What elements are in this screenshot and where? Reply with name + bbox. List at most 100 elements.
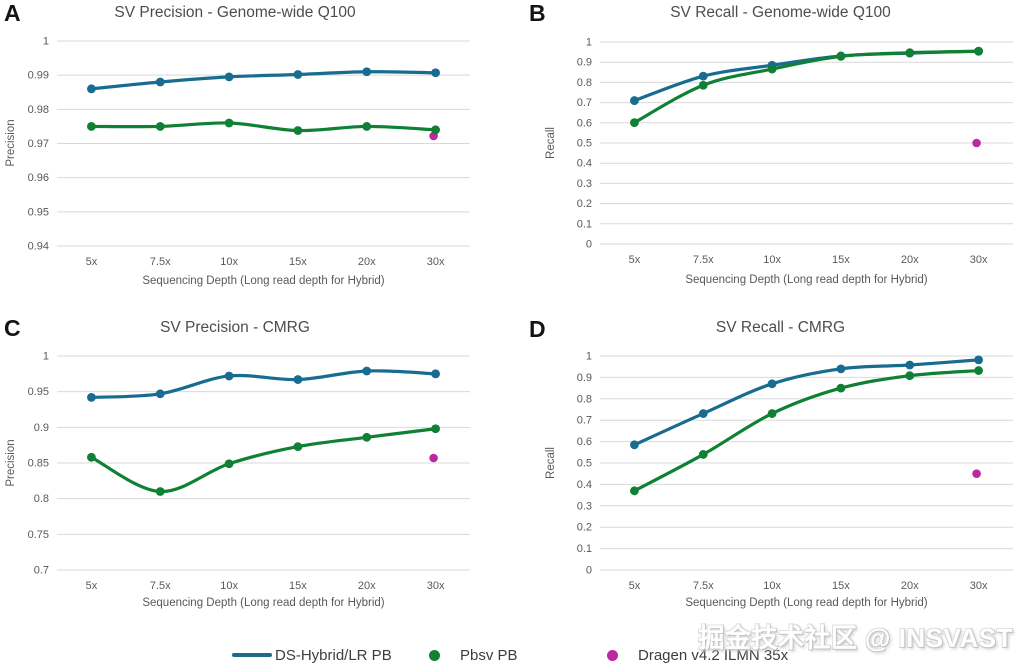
x-tick-label: 5x (629, 254, 641, 266)
x-tick-label: 7.5x (150, 256, 171, 268)
y-tick-label: 1 (43, 36, 49, 48)
series-point-ds-hybrid (155, 77, 165, 87)
y-tick-label: 0.9 (577, 372, 592, 384)
series-point-ds-hybrid (293, 70, 303, 79)
y-tick-label: 0.97 (28, 138, 49, 150)
panel-letter: C (4, 315, 21, 341)
y-tick-label: 0.6 (577, 436, 592, 448)
series-line-pbsv (89, 427, 438, 494)
series-point-pbsv (362, 122, 372, 131)
y-tick-label: 0.99 (28, 70, 49, 82)
series-line-ds-hybrid (632, 358, 981, 447)
x-tick-label: 10x (220, 256, 238, 268)
series-point-pbsv (905, 371, 915, 381)
x-tick-label: 20x (901, 254, 919, 266)
series-point-pbsv (836, 51, 846, 61)
x-tick-label: 10x (763, 580, 781, 592)
y-tick-label: 0.4 (577, 158, 592, 170)
x-tick-label: 20x (358, 580, 376, 592)
x-tick-label: 10x (763, 254, 781, 266)
y-tick-label: 0 (586, 239, 592, 251)
series-line-pbsv (89, 121, 438, 133)
y-tick-label: 0.3 (577, 500, 592, 512)
y-tick-label: 0.8 (577, 77, 592, 89)
chart-title: SV Recall - Genome-wide Q100 (670, 4, 891, 21)
series-point-pbsv (630, 118, 639, 127)
series-point-pbsv (698, 80, 708, 90)
series-point-ds-hybrid (630, 440, 639, 450)
dragen-point (429, 453, 438, 463)
y-tick-label: 0.1 (577, 218, 592, 230)
dragen-point (972, 138, 981, 148)
dot-marker-icon (607, 649, 618, 661)
y-tick-label: 0.8 (577, 393, 592, 405)
plot-area: 1 0.9 0.8 0.7 0.6 0.5 0.4 0.3 0.2 0.1 0 5x 7.5x 10x 15… (577, 37, 1013, 266)
x-axis-label: Sequencing Depth (Long read depth for Hy… (685, 274, 928, 286)
series-point-ds-hybrid (431, 369, 440, 379)
series-point-ds-hybrid (974, 355, 983, 365)
x-tick-label: 5x (86, 256, 98, 268)
series-line-ds-hybrid (89, 369, 438, 399)
y-tick-label: 0.9 (577, 57, 592, 69)
y-tick-label: 0.5 (577, 458, 592, 470)
series-point-pbsv (87, 122, 96, 131)
y-tick-label: 1 (586, 37, 592, 49)
y-tick-label: 1 (586, 351, 592, 363)
y-tick-label: 0.95 (28, 386, 49, 398)
x-tick-label: 30x (970, 254, 988, 266)
y-tick-label: 0.3 (577, 178, 592, 190)
series-point-ds-hybrid (630, 96, 639, 105)
y-tick-label: 0.7 (34, 565, 49, 577)
chart-title: SV Recall - CMRG (715, 319, 846, 336)
x-axis-label: Sequencing Depth (Long read depth for Hy… (142, 275, 385, 287)
panel-letter: B (529, 0, 546, 26)
panel-c: C SV Precision - CMRG Precision 1 0.95 0.9… (0, 300, 508, 630)
y-tick-label: 0.4 (577, 479, 592, 491)
y-tick-label: 0 (586, 565, 592, 577)
line-marker-icon (232, 653, 272, 657)
y-tick-label: 0.95 (28, 206, 49, 218)
series-point-pbsv (224, 459, 234, 469)
y-tick-label: 0.2 (577, 198, 592, 210)
chart-title: SV Precision - Genome-wide Q100 (114, 4, 356, 21)
x-tick-label: 5x (629, 580, 641, 592)
legend-label: Dragen v4.2 ILMN 35x (638, 646, 789, 664)
y-tick-label: 0.5 (577, 138, 592, 150)
x-axis-label: Sequencing Depth (Long read depth for Hy… (685, 597, 928, 609)
y-tick-label: 0.7 (577, 415, 592, 427)
series-point-pbsv (974, 366, 983, 375)
series-point-ds-hybrid (698, 409, 708, 418)
series-line-pbsv (632, 368, 981, 493)
series-line-ds-hybrid (89, 70, 438, 91)
x-tick-label: 30x (427, 580, 445, 592)
series-point-ds-hybrid (224, 72, 234, 82)
x-tick-label: 20x (358, 256, 376, 268)
series-point-ds-hybrid (87, 392, 96, 402)
series-point-ds-hybrid (87, 84, 96, 94)
series-point-ds-hybrid (836, 364, 846, 374)
y-tick-label: 0.94 (28, 241, 49, 253)
legend-item-ds-hybrid: DS-Hybrid/LR PB (232, 645, 392, 665)
legend-label: DS-Hybrid/LR PB (275, 646, 392, 664)
series-point-pbsv (293, 442, 303, 451)
series-point-pbsv (431, 424, 440, 434)
series-point-pbsv (155, 122, 165, 131)
series-point-pbsv (767, 409, 777, 418)
series-point-pbsv (905, 48, 915, 58)
series-line-pbsv (632, 49, 981, 125)
x-tick-label: 15x (832, 254, 850, 266)
series-point-ds-hybrid (293, 375, 303, 384)
series-point-ds-hybrid (224, 371, 234, 381)
panel-letter: D (529, 316, 546, 342)
panel-d: D SV Recall - CMRG Recall 1 0.9 0.8 0.7 0.6 0… (508, 300, 1017, 630)
y-tick-label: 0.75 (28, 529, 49, 541)
x-tick-label: 20x (901, 580, 919, 592)
series-point-pbsv (293, 126, 303, 135)
series-point-ds-hybrid (155, 389, 165, 399)
series-point-pbsv (974, 46, 983, 56)
dot-marker-icon (429, 649, 440, 661)
y-tick-label: 0.7 (577, 97, 592, 109)
watermark: 掘金技术社区 @ INSVAST (698, 623, 1013, 653)
